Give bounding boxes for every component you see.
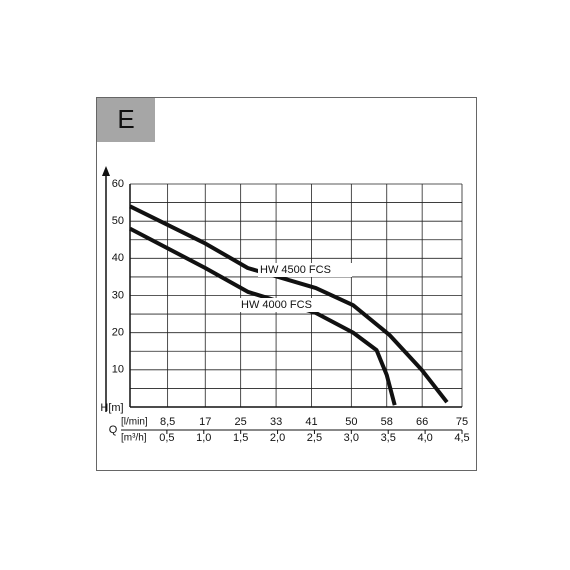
title-box — [97, 98, 155, 142]
series-label: HW 4000 FCS — [241, 299, 312, 311]
label-bg — [239, 298, 333, 312]
y-tick-label: 10 — [112, 364, 124, 376]
x2-unit: [m³/h] — [121, 433, 147, 444]
x-tick-label: 8,5 — [160, 416, 175, 428]
x2-tick-label: 1,5 — [233, 432, 248, 444]
series-label: HW 4500 FCS — [260, 264, 331, 276]
x2-tick-label: 3,5 — [381, 432, 396, 444]
label-bg — [258, 263, 352, 277]
y-tick-label: 40 — [112, 252, 124, 264]
x-tick-label: 33 — [270, 416, 282, 428]
x-tick-label: 66 — [416, 416, 428, 428]
x2-tick-label: 4,5 — [454, 432, 469, 444]
x2-tick-label: 2,0 — [270, 432, 285, 444]
x2-tick-label: 2,5 — [307, 432, 322, 444]
x-axis-label: Q — [109, 424, 118, 436]
y-tick-label: 50 — [112, 215, 124, 227]
frame — [96, 97, 477, 471]
x2-tick-label: 4,0 — [417, 432, 432, 444]
x-tick-label: 50 — [345, 416, 357, 428]
series-line — [129, 226, 397, 406]
x-tick-label: 17 — [199, 416, 211, 428]
x2-tick-label: 0,5 — [159, 432, 174, 444]
x-tick-label: 41 — [305, 416, 317, 428]
x-tick-label: 75 — [456, 416, 468, 428]
x-tick-label: 25 — [235, 416, 247, 428]
x-tick-label: 58 — [381, 416, 393, 428]
x2-tick-label: 3,0 — [344, 432, 359, 444]
y-axis-label: H[m] — [100, 402, 123, 414]
chart-title: E — [117, 104, 134, 134]
y-tick-label: 60 — [112, 178, 124, 190]
arrow-head — [102, 166, 110, 176]
x2-tick-label: 1,0 — [196, 432, 211, 444]
series-line — [129, 204, 449, 404]
x-unit: [l/min] — [121, 417, 148, 428]
y-tick-label: 20 — [112, 327, 124, 339]
y-tick-label: 30 — [112, 289, 124, 301]
